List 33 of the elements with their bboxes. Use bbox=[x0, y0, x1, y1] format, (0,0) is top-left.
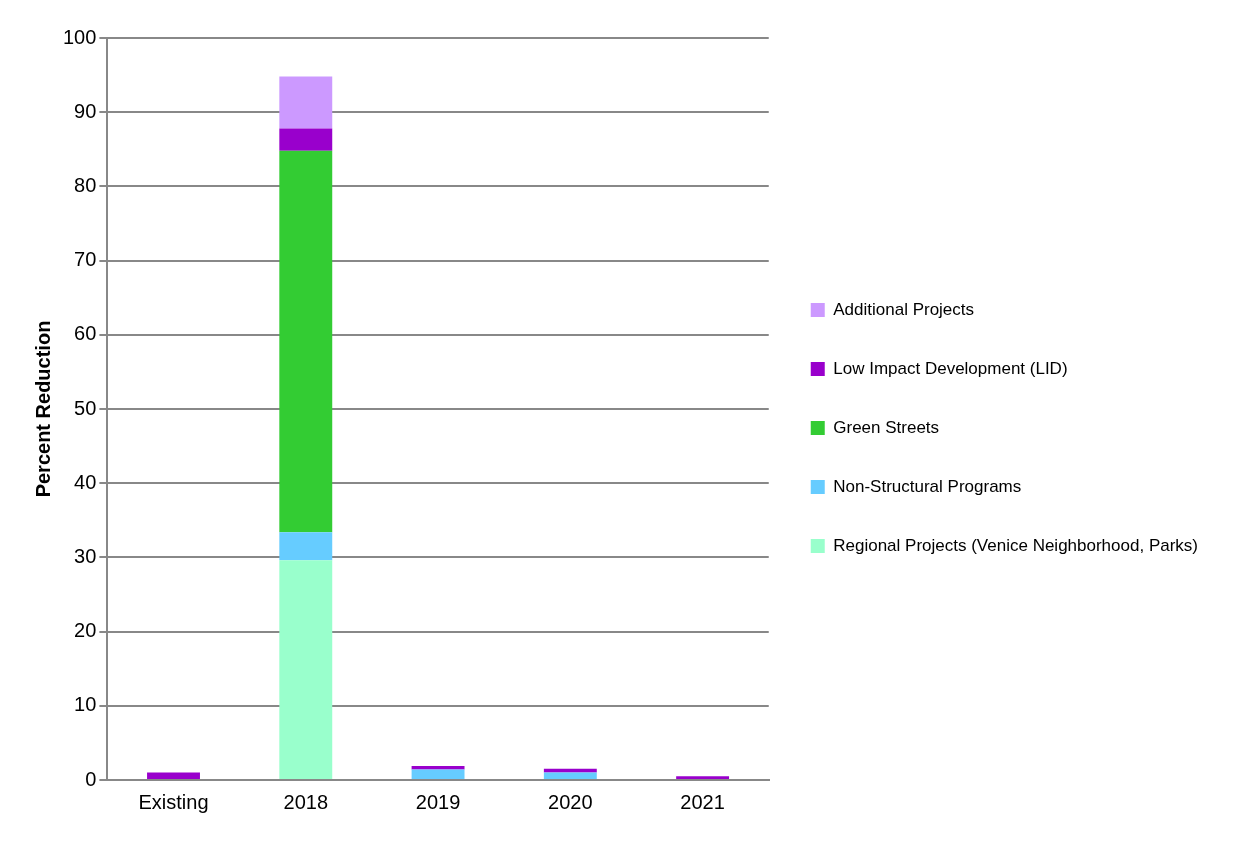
y-tick-label: 100 bbox=[62, 25, 97, 48]
bar bbox=[147, 772, 200, 779]
bar bbox=[411, 765, 465, 770]
x-tick-label: Existing bbox=[138, 790, 209, 813]
legend-label: Regional Projects (Venice Neighborhood, Parks) bbox=[833, 535, 1199, 555]
bar bbox=[279, 76, 333, 129]
legend-label: Low Impact Development (LID) bbox=[833, 358, 1068, 378]
bar bbox=[279, 128, 333, 151]
bar bbox=[543, 768, 597, 773]
y-tick-label: 90 bbox=[74, 99, 97, 122]
y-tick-label: 50 bbox=[74, 396, 97, 419]
bar bbox=[411, 769, 465, 779]
y-axis-title: Percent Reduction bbox=[31, 320, 54, 498]
x-tick-label: 2019 bbox=[415, 790, 461, 813]
bar bbox=[279, 150, 333, 533]
y-tick-label: 0 bbox=[85, 767, 97, 790]
y-tick-label: 30 bbox=[74, 544, 97, 567]
y-tick-label: 60 bbox=[74, 322, 97, 345]
x-tick-label: 2020 bbox=[548, 790, 593, 813]
bar bbox=[279, 560, 333, 779]
legend-label: Additional Projects bbox=[833, 299, 975, 319]
legend-label: Green Streets bbox=[833, 417, 940, 437]
y-tick-label: 10 bbox=[74, 693, 97, 716]
y-tick-label: 70 bbox=[74, 248, 97, 271]
legend-label: Non-Structural Programs bbox=[833, 476, 1022, 496]
bar bbox=[279, 532, 333, 561]
y-tick-label: 40 bbox=[74, 470, 97, 493]
y-tick-label: 80 bbox=[74, 173, 97, 196]
x-tick-label: 2021 bbox=[680, 790, 725, 813]
x-tick-label: 2018 bbox=[283, 790, 329, 813]
bar bbox=[543, 772, 597, 779]
y-tick-label: 20 bbox=[74, 619, 97, 642]
bar bbox=[676, 776, 730, 779]
